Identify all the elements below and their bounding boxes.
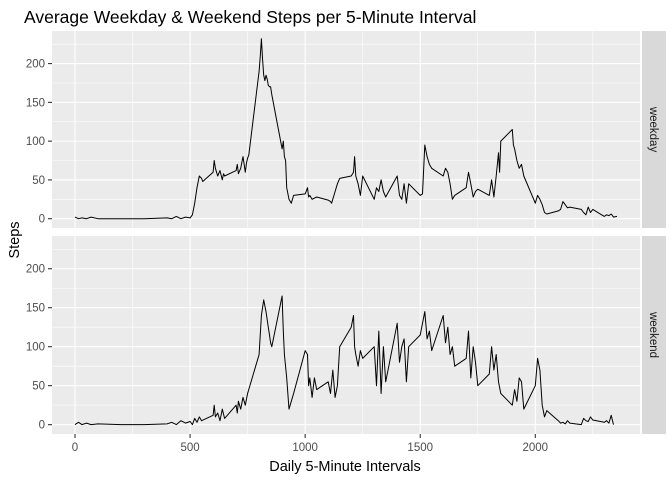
- y-axis: 0 50 100 150 200 0 50 100 150 200: [26, 59, 52, 432]
- y-tick-label: 50: [32, 175, 45, 187]
- y-tick-label: 0: [39, 214, 45, 226]
- x-tick-label: 2000: [522, 442, 548, 454]
- y-tick-label: 200: [26, 59, 45, 71]
- y-tick-label: 50: [32, 381, 45, 393]
- facet-strip: [642, 31, 666, 228]
- y-tick-label: 100: [26, 342, 45, 354]
- facet-label-weekend: weekend: [647, 311, 659, 358]
- x-axis-title: Daily 5-Minute Intervals: [269, 459, 421, 475]
- x-axis: 0 500 1000 1500 2000: [72, 434, 548, 454]
- y-tick-label: 100: [26, 136, 45, 148]
- y-tick-label: 200: [26, 264, 45, 276]
- x-tick-label: 1500: [407, 442, 433, 454]
- facet-panel-weekend: weekend: [52, 236, 666, 434]
- facet-panels: weekday weekend: [52, 31, 666, 434]
- x-tick-label: 500: [180, 442, 199, 454]
- y-tick-label: 150: [26, 97, 45, 109]
- panel-background: [52, 236, 640, 434]
- series-line-weekday: [74, 38, 618, 220]
- y-axis-title: Steps: [7, 221, 23, 258]
- y-tick-label: 0: [39, 420, 45, 432]
- panel-background: [52, 31, 640, 228]
- x-tick-label: 1000: [292, 442, 318, 454]
- facet-strip: [642, 236, 666, 434]
- chart-title: Average Weekday & Weekend Steps per 5-Mi…: [24, 7, 476, 27]
- x-tick-label: 0: [72, 442, 78, 454]
- y-tick-label: 150: [26, 303, 45, 315]
- facet-panel-weekday: weekday: [52, 31, 666, 228]
- series-line-weekend: [74, 295, 614, 426]
- facet-label-weekday: weekday: [647, 106, 659, 153]
